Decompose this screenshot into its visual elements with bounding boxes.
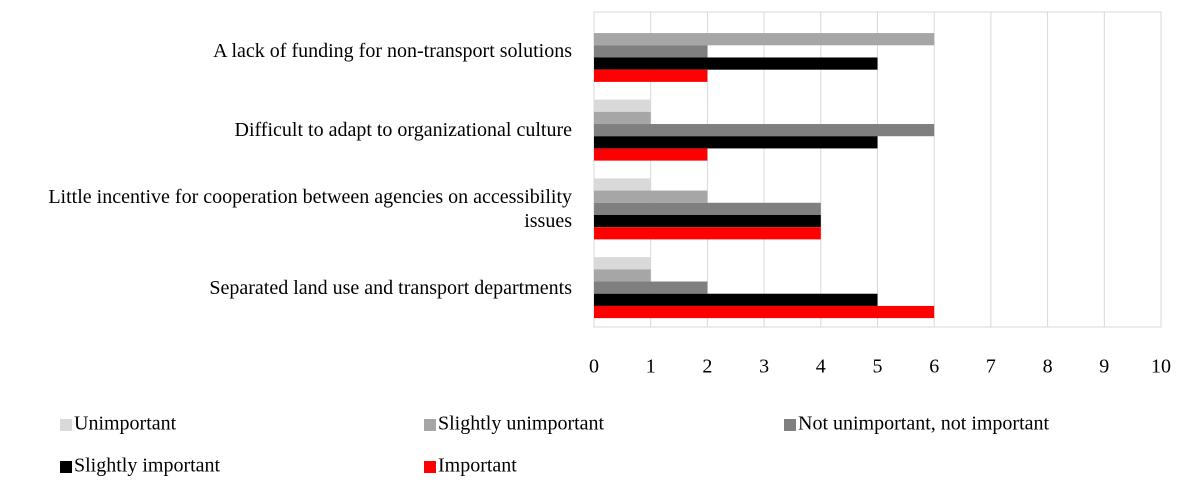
bar [594, 111, 651, 125]
legend-swatch [424, 419, 436, 431]
x-tick-label: 9 [1099, 356, 1109, 378]
bar [594, 257, 651, 270]
legend-label: Slightly unimportant [438, 413, 605, 435]
x-tick-label: 8 [1043, 356, 1053, 378]
bar [594, 124, 935, 137]
plot-border [593, 11, 1162, 328]
bar [594, 148, 708, 161]
legend-swatch [60, 419, 72, 431]
bar [594, 69, 708, 82]
x-tick-label: 4 [816, 356, 826, 378]
x-tick-label: 7 [986, 356, 996, 378]
bar [594, 227, 821, 240]
legend-label: Not unimportant, not important [798, 413, 1050, 435]
x-tick-label: 10 [1151, 356, 1171, 378]
y-tick-label: Difficult to adapt to organizational cul… [234, 119, 573, 142]
bar [594, 99, 651, 112]
x-tick-label: 6 [929, 356, 939, 378]
bar [594, 33, 935, 46]
legend-label: Important [438, 455, 517, 477]
bar [594, 190, 708, 203]
x-tick-label: 1 [646, 356, 656, 378]
bar [594, 178, 651, 191]
legend-label: Unimportant [74, 413, 177, 435]
y-tick-label: A lack of funding for non-transport solu… [213, 40, 572, 63]
bar [594, 293, 878, 306]
legend-swatch [784, 419, 796, 431]
bar [594, 45, 708, 58]
legend-swatch [424, 461, 436, 473]
y-tick-label: Little incentive for cooperation between… [48, 185, 572, 232]
legend-label: Slightly important [74, 455, 221, 477]
bar [594, 202, 821, 215]
x-tick-label: 5 [873, 356, 883, 378]
x-tick-label: 0 [589, 356, 599, 378]
bar [594, 214, 821, 228]
x-tick-label: 3 [759, 356, 769, 378]
y-tick-label: Separated land use and transport departm… [209, 276, 572, 299]
x-tick-label: 2 [702, 356, 712, 378]
bar [594, 305, 935, 319]
bar [594, 269, 651, 282]
bar [594, 136, 878, 149]
bar [594, 57, 878, 70]
bar [594, 281, 708, 294]
legend-swatch [60, 461, 72, 473]
